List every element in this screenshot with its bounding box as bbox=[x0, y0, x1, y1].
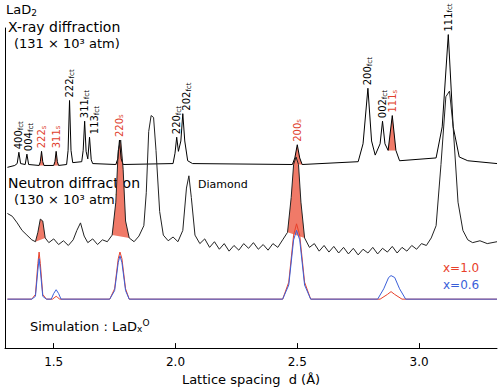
svg-text:fct: fct bbox=[380, 90, 389, 100]
svg-text:004: 004 bbox=[23, 132, 34, 151]
svg-text:s: s bbox=[117, 114, 125, 118]
svg-text:s: s bbox=[295, 119, 303, 123]
svg-text:Lattice spacing d (Å): Lattice spacing d (Å) bbox=[182, 372, 320, 387]
svg-text:200: 200 bbox=[362, 66, 373, 85]
svg-text:200: 200 bbox=[292, 123, 303, 142]
svg-text:1.5: 1.5 bbox=[44, 355, 63, 369]
svg-text:2: 2 bbox=[31, 8, 37, 18]
svg-text:311: 311 bbox=[79, 99, 91, 119]
svg-text:O: O bbox=[142, 318, 149, 328]
svg-text:x=0.6: x=0.6 bbox=[443, 278, 479, 292]
svg-text:X-ray diffraction: X-ray diffraction bbox=[8, 19, 120, 35]
svg-text:002: 002 bbox=[377, 99, 388, 119]
svg-text:Simulation : LaD: Simulation : LaD bbox=[30, 319, 137, 334]
svg-text:111: 111 bbox=[443, 12, 454, 31]
svg-text:fct: fct bbox=[185, 82, 193, 91]
svg-text:220: 220 bbox=[114, 118, 125, 137]
svg-text:fct: fct bbox=[366, 57, 374, 66]
svg-text:113: 113 bbox=[89, 115, 100, 134]
svg-text:fct: fct bbox=[93, 106, 101, 115]
svg-text:2.5: 2.5 bbox=[288, 355, 307, 369]
svg-text:(131 × 10³ atm): (131 × 10³ atm) bbox=[14, 36, 120, 51]
svg-text:s: s bbox=[40, 125, 48, 129]
svg-text:311: 311 bbox=[51, 129, 62, 148]
svg-text:222: 222 bbox=[36, 129, 47, 148]
svg-text:111: 111 bbox=[387, 93, 398, 112]
svg-text:Diamond: Diamond bbox=[198, 178, 248, 191]
svg-text:s: s bbox=[391, 89, 399, 93]
svg-text:222: 222 bbox=[64, 78, 75, 97]
svg-text:x: x bbox=[137, 324, 143, 334]
svg-text:400: 400 bbox=[13, 130, 25, 150]
svg-text:(130 × 10³ atm): (130 × 10³ atm) bbox=[14, 192, 120, 207]
svg-text:fct: fct bbox=[174, 106, 183, 116]
svg-text:fct: fct bbox=[83, 90, 91, 99]
svg-text:x=1.0: x=1.0 bbox=[443, 261, 479, 275]
svg-text:220: 220 bbox=[171, 115, 182, 134]
svg-text:fct: fct bbox=[68, 69, 76, 78]
svg-text:Neutron diffraction: Neutron diffraction bbox=[8, 175, 141, 191]
svg-text:202: 202 bbox=[181, 92, 192, 111]
svg-text:3.0: 3.0 bbox=[410, 355, 429, 369]
svg-text:fct: fct bbox=[27, 123, 35, 132]
svg-text:fct: fct bbox=[17, 121, 25, 130]
svg-text:s: s bbox=[54, 125, 62, 129]
svg-text:LaD: LaD bbox=[6, 2, 31, 17]
svg-text:fct: fct bbox=[446, 3, 454, 12]
svg-text:2.0: 2.0 bbox=[166, 355, 185, 369]
